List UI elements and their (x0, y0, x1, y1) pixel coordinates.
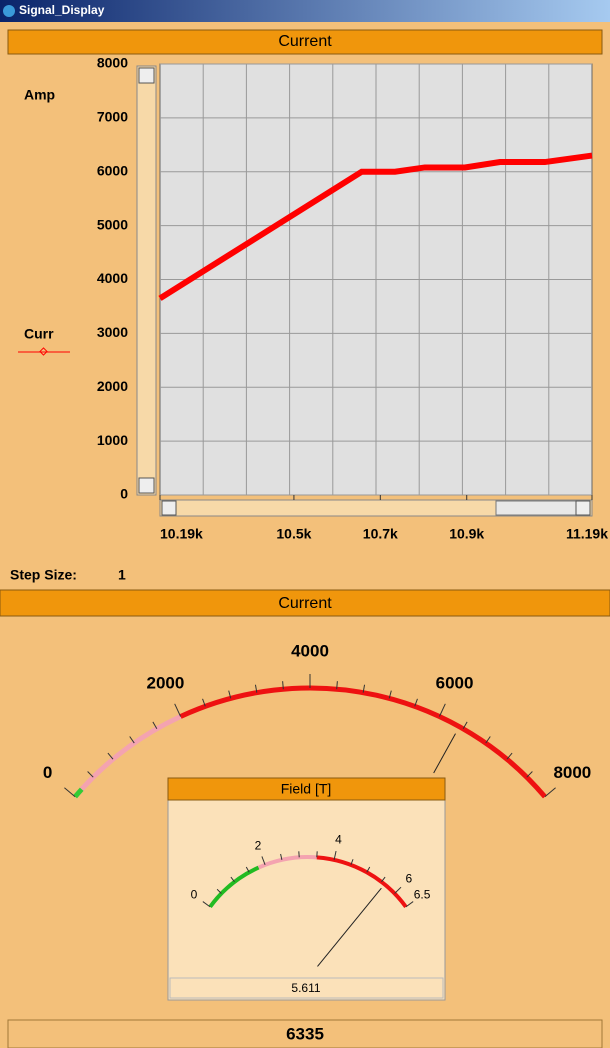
panel-header (7, 29, 603, 55)
readout: 6335 (286, 1024, 324, 1043)
panel-header (0, 589, 610, 617)
gauge-tick-label: 4000 (291, 641, 329, 660)
gauge-tick (202, 901, 211, 908)
scroll-up[interactable] (138, 67, 155, 84)
field-title: Field [T] (281, 781, 332, 797)
y-tick-label: 7000 (97, 109, 128, 125)
gauge-minor-tick (216, 888, 222, 894)
gauge-tick (261, 856, 266, 866)
gauge-minor-tick (228, 690, 232, 699)
x-tick-label: 11.19k (566, 526, 608, 542)
scroll-right[interactable] (575, 500, 591, 516)
window-title: Signal_Display (19, 3, 105, 17)
legend-marker (39, 347, 48, 356)
gauge-minor-tick (280, 853, 283, 860)
field-panel (167, 777, 446, 1001)
gauge-tick-label: 6 (406, 872, 413, 886)
gauge-minor-tick (336, 681, 338, 690)
gauge-minor-tick (202, 698, 206, 707)
gauge-minor-tick (254, 684, 258, 693)
app-icon (3, 5, 15, 17)
y-tick-label: 6000 (97, 162, 128, 178)
y-tick-label: 0 (120, 486, 128, 502)
gauge-tick (438, 703, 446, 717)
legend-label: Curr (24, 326, 54, 342)
current-gauge: 0 2000 4000 6000 8000 (43, 641, 591, 799)
y-tick-label: 3000 (97, 324, 128, 340)
gauge-minor-tick (462, 721, 468, 730)
gauge-tick-label: 4 (335, 832, 342, 846)
readout-box (7, 1019, 603, 1048)
gauge-tick-label: 6.5 (414, 887, 431, 901)
gauge-tick-label: 6000 (436, 673, 474, 692)
gauge-tick (174, 703, 182, 717)
gauge-band (73, 787, 84, 799)
h-scrollbar[interactable] (159, 499, 593, 517)
field-readout: 5.611 (291, 981, 320, 995)
y-tick-label: 2000 (97, 378, 128, 394)
gauge-tick-label: 0 (191, 887, 198, 901)
gauge-minor-tick (230, 876, 235, 883)
v-scrollbar[interactable] (136, 65, 157, 496)
gauge-tick (394, 886, 402, 894)
y-tick-label: 1000 (97, 432, 128, 448)
x-tick-label: 10.9k (449, 526, 484, 542)
gauge-needle (317, 887, 382, 967)
field-gauge: 0 2 4 66.5 (191, 832, 431, 967)
gauge-minor-tick (362, 684, 366, 693)
gauge-minor-tick (152, 721, 158, 730)
gauge-tick-label: 2000 (147, 673, 185, 692)
gauge-minor-tick (506, 752, 513, 760)
y-axis-label: Amp (24, 87, 55, 103)
gauge-minor-tick (107, 752, 114, 760)
gauge-band (73, 714, 182, 799)
panel-title: Current (278, 33, 332, 50)
gauge-tick (64, 787, 76, 798)
gauge-band (316, 855, 408, 909)
gauge-minor-tick (245, 866, 250, 873)
gauge-band (179, 685, 547, 799)
step-size-value: 1 (118, 567, 126, 583)
scroll-down[interactable] (138, 477, 155, 494)
gauge-minor-tick (381, 876, 386, 883)
x-tick-label: 10.7k (363, 526, 398, 542)
panel-title: Current (278, 595, 332, 612)
gauge-band (208, 865, 260, 909)
gauge-band (257, 855, 317, 870)
field-header (167, 777, 446, 801)
gauge-minor-tick (87, 771, 94, 778)
gauge-tick-label: 2 (255, 838, 262, 852)
y-tick-label: 4000 (97, 270, 128, 286)
gauge-minor-tick (350, 859, 354, 866)
scroll-left[interactable] (161, 500, 177, 516)
gauge-minor-tick (526, 771, 533, 778)
gauge-needle (433, 733, 456, 774)
gauge-minor-tick (414, 698, 418, 707)
x-tick-label: 10.5k (276, 526, 311, 542)
gauge-tick (544, 787, 556, 798)
gauge-minor-tick (129, 736, 135, 744)
scroll-thumb[interactable] (495, 500, 577, 516)
gauge-tick-label: 8000 (553, 763, 591, 782)
gauge-minor-tick (388, 690, 392, 699)
field-readout-box (169, 977, 444, 999)
x-tick-label: 10.19k (160, 526, 203, 542)
data-line (158, 152, 593, 301)
y-tick-label: 8000 (97, 55, 128, 71)
gauge-minor-tick (366, 866, 371, 873)
gauge-tick (333, 850, 337, 860)
title-bar (0, 0, 610, 22)
gauge-tick (405, 901, 414, 908)
gauge-minor-tick (485, 736, 491, 744)
y-tick-label: 5000 (97, 216, 128, 232)
gauge-minor-tick (282, 681, 284, 690)
step-size-label: Step Size: (10, 567, 77, 583)
gauge-tick-label: 0 (43, 763, 52, 782)
